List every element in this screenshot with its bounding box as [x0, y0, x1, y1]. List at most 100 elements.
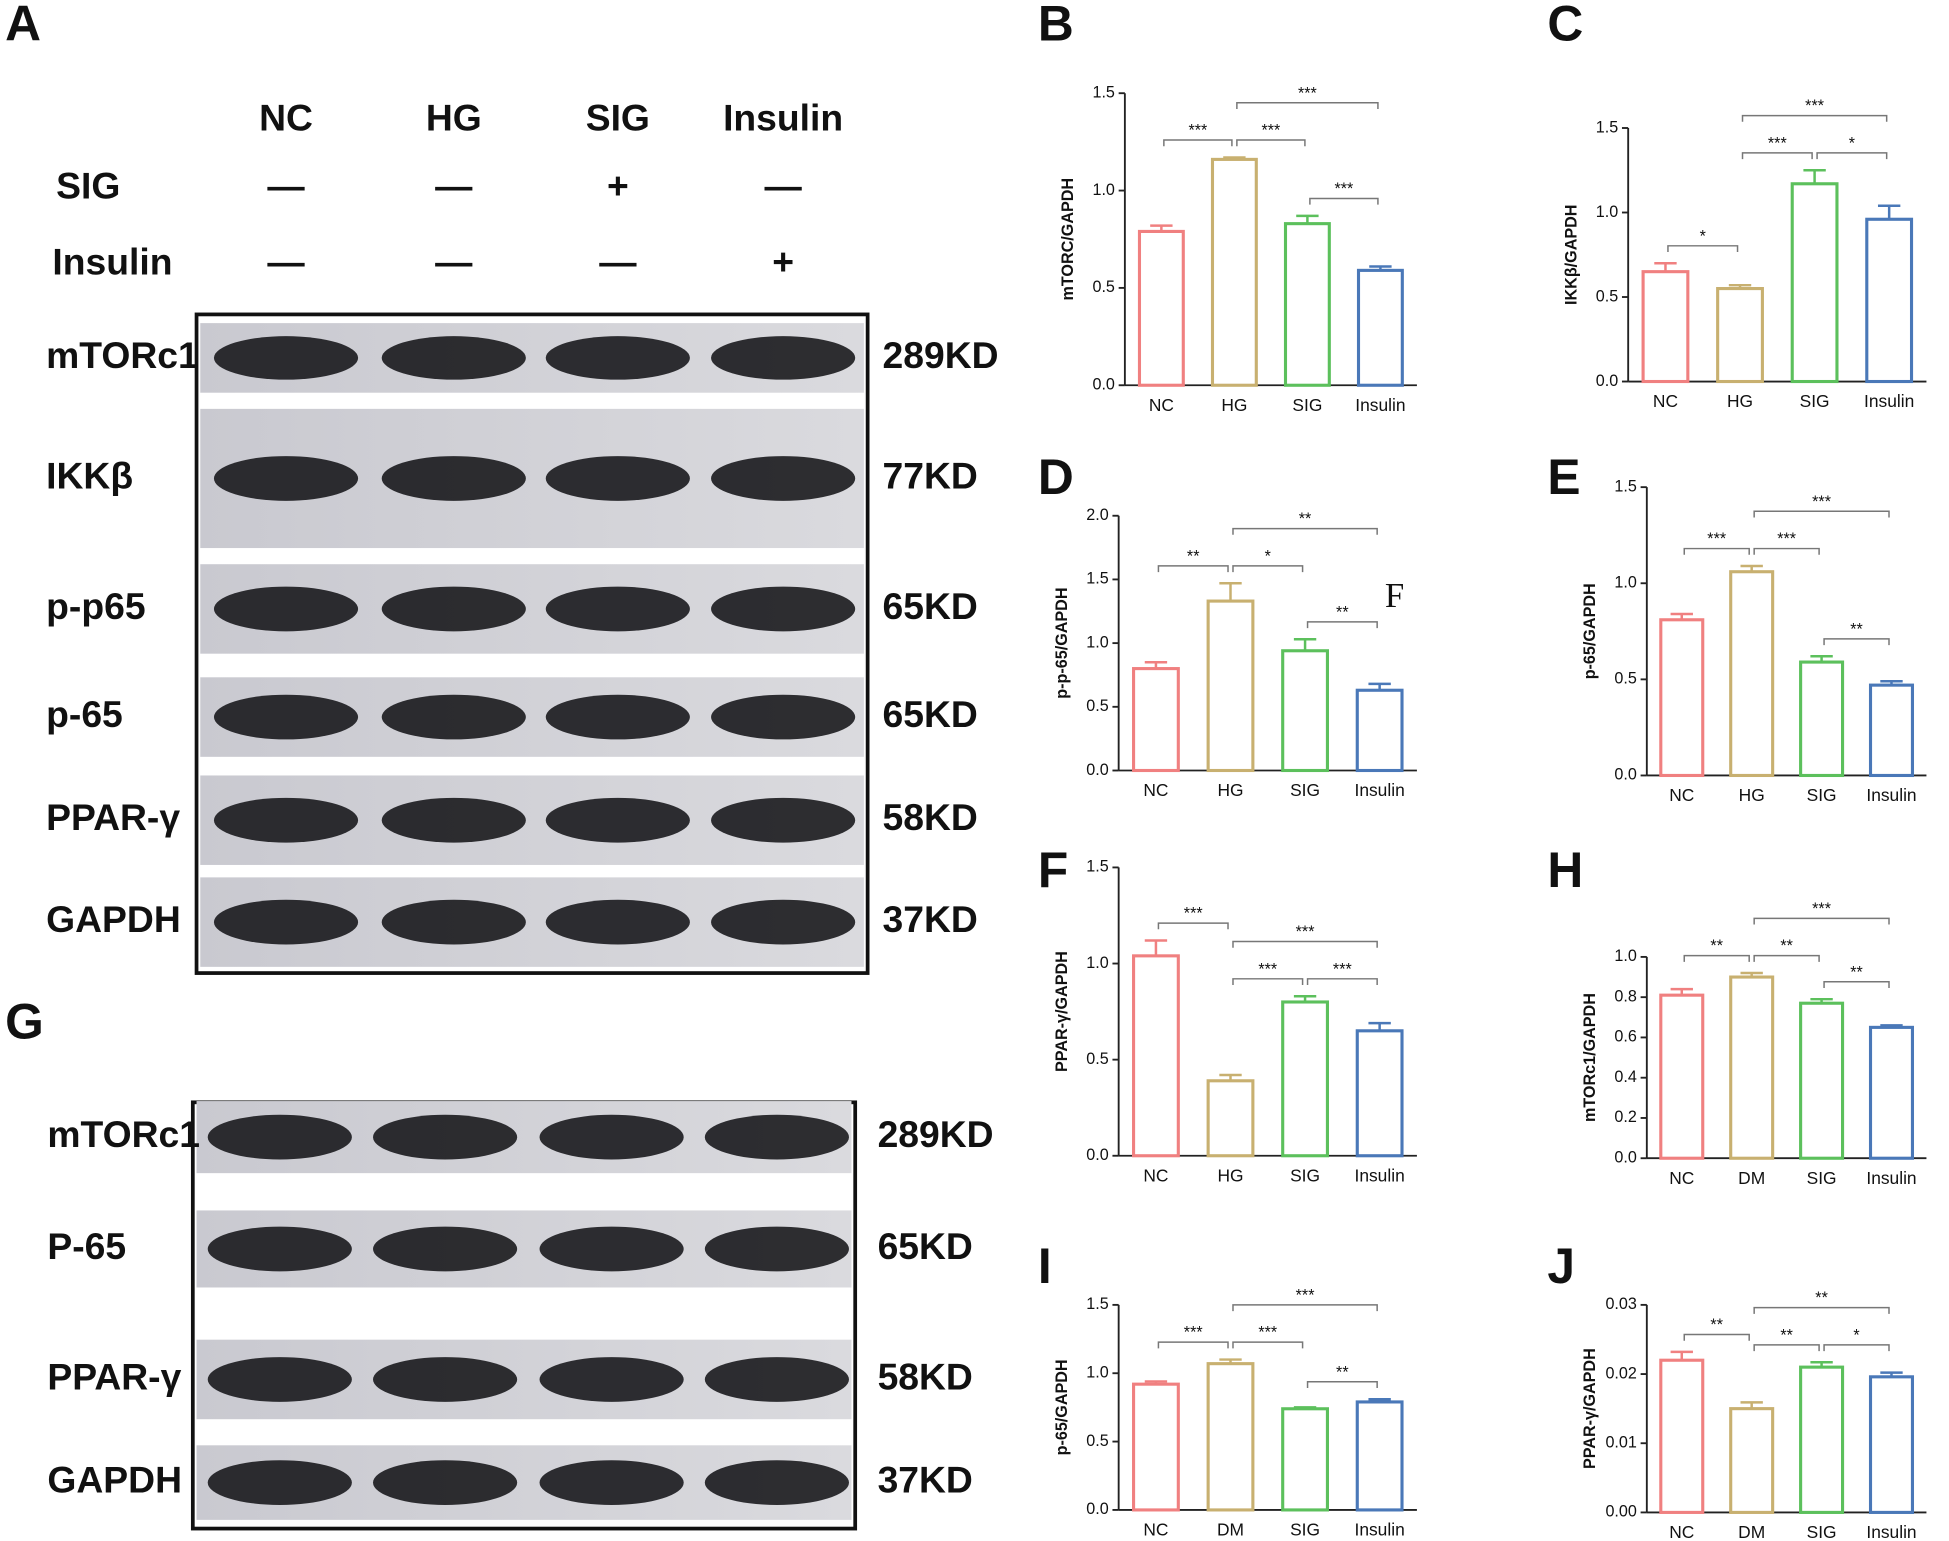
significance-bracket [1753, 1306, 1890, 1314]
significance-bracket [1753, 510, 1890, 518]
significance-bracket [1232, 1341, 1304, 1349]
significance-label: * [1853, 1326, 1860, 1344]
band-size: 37KD [878, 1458, 973, 1500]
blot-band [381, 899, 526, 945]
x-tick-label: SIG [1807, 785, 1837, 805]
treatment-label: Insulin [52, 241, 172, 283]
bar [1281, 1407, 1329, 1512]
bar-chart: H 0.0 0.2 0.4 0.6 0.8 1.0 mTORc1/GAPDH NC DM SIG In… [1547, 842, 1927, 1188]
significance-label: ** [1850, 963, 1863, 981]
x-tick-label: NC [1653, 391, 1678, 411]
bar [1210, 157, 1258, 387]
protein-label: p-65 [46, 693, 123, 735]
x-tick-label: DM [1217, 1520, 1244, 1540]
error-bar [1219, 582, 1242, 602]
x-tick-label: Insulin [1355, 395, 1405, 415]
blot-band [704, 1114, 849, 1160]
bar [1283, 222, 1331, 387]
y-tick-label: 0.5 [1092, 278, 1114, 296]
significance-bracket [1823, 638, 1890, 646]
blot-band [539, 1357, 684, 1402]
band-size: 77KD [883, 454, 978, 496]
significance-label: *** [1812, 493, 1832, 511]
x-tick-label: NC [1669, 1168, 1694, 1188]
y-tick-label: 0.0 [1614, 1149, 1636, 1167]
significance-label: * [1265, 547, 1272, 565]
bar [1355, 1400, 1404, 1512]
bar [1132, 1382, 1180, 1512]
panel-letter: F [1038, 842, 1068, 898]
error-bar [1368, 682, 1391, 691]
blot-band [545, 899, 690, 945]
panel-letter: A [5, 0, 41, 51]
blot-band [539, 1114, 684, 1160]
significance-bracket [1683, 954, 1750, 962]
bar [1799, 660, 1845, 778]
x-tick-label: SIG [1807, 1522, 1837, 1541]
significance-label: ** [1780, 1326, 1793, 1344]
bar [1355, 688, 1404, 773]
treatment-sign: + [772, 241, 794, 283]
x-tick-label: SIG [1290, 1165, 1320, 1185]
lane-label: Insulin [723, 96, 843, 138]
panel-letter: I [1038, 1238, 1052, 1294]
protein-label: mTORc1 [47, 1113, 200, 1155]
blot-band [704, 1460, 849, 1505]
blot-band [704, 1226, 849, 1272]
significance-bracket [1683, 547, 1750, 555]
significance-bracket [1236, 102, 1379, 109]
significance-bracket [1157, 565, 1229, 573]
error-bar [1877, 204, 1901, 220]
panel-letter: J [1547, 1238, 1575, 1294]
significance-label: *** [1707, 530, 1727, 548]
bar [1865, 217, 1914, 384]
y-tick-label: 2.0 [1086, 506, 1108, 524]
bar [1729, 1407, 1775, 1514]
significance-label: *** [1258, 1324, 1278, 1342]
y-tick-label: 1.0 [1086, 633, 1108, 651]
blot-band [381, 694, 526, 740]
panel-letter: D [1038, 449, 1074, 505]
error-bar [1803, 169, 1826, 184]
bar [1799, 1365, 1845, 1514]
x-tick-label: HG [1739, 785, 1765, 805]
significance-label: *** [1184, 905, 1204, 923]
x-tick-label: HG [1217, 1165, 1243, 1185]
y-tick-label: 1.0 [1086, 1363, 1108, 1381]
significance-bracket [1157, 1341, 1229, 1349]
x-tick-label: HG [1727, 391, 1753, 411]
band-size: 65KD [878, 1225, 973, 1267]
x-tick-label: NC [1143, 1520, 1168, 1540]
bar [1281, 1000, 1329, 1158]
significance-bracket [1232, 940, 1378, 948]
treatment-sign: — [435, 165, 473, 207]
y-axis-label: PPAR-γ/GAPDH [1053, 951, 1071, 1072]
y-tick-label: 1.5 [1614, 477, 1636, 495]
x-tick-label: DM [1738, 1522, 1765, 1541]
error-bar [1293, 1406, 1317, 1409]
x-tick-label: Insulin [1864, 391, 1914, 411]
lane-label: HG [426, 96, 482, 138]
bar-chart: J 0.00 0.01 0.02 0.03 PPAR-γ/GAPDH NC DM SIG Insu… [1547, 1238, 1927, 1541]
error-bar [1296, 214, 1319, 224]
blot-band [373, 1226, 518, 1272]
y-tick-label: 0.4 [1614, 1068, 1636, 1086]
band-size: 65KD [883, 585, 978, 627]
band-size: 289KD [883, 334, 999, 376]
treatment-sign: — [764, 165, 802, 207]
bar [1729, 975, 1775, 1160]
y-axis-label: p-65/GAPDH [1053, 1359, 1071, 1455]
x-tick-label: Insulin [1866, 785, 1916, 805]
significance-label: *** [1333, 960, 1353, 978]
error-bar [1368, 1397, 1391, 1402]
bar [1729, 570, 1775, 778]
bar [1206, 1362, 1255, 1512]
y-tick-label: 0.0 [1092, 376, 1114, 394]
blot-band [711, 586, 856, 632]
treatment-sign: — [599, 241, 637, 283]
significance-bracket [1306, 621, 1378, 629]
y-tick-label: 1.0 [1086, 954, 1108, 972]
bar [1868, 1025, 1915, 1160]
error-bar [1740, 564, 1763, 572]
